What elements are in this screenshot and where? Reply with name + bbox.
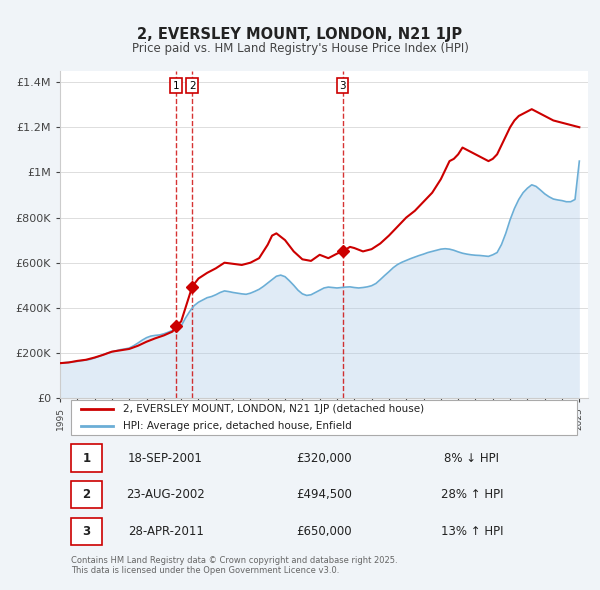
Text: 3: 3 bbox=[82, 525, 91, 538]
Text: 2, EVERSLEY MOUNT, LONDON, N21 1JP: 2, EVERSLEY MOUNT, LONDON, N21 1JP bbox=[137, 27, 463, 41]
Text: 3: 3 bbox=[339, 81, 346, 91]
Text: 23-AUG-2002: 23-AUG-2002 bbox=[126, 488, 205, 501]
Text: 2, EVERSLEY MOUNT, LONDON, N21 1JP (detached house): 2, EVERSLEY MOUNT, LONDON, N21 1JP (deta… bbox=[124, 404, 424, 414]
FancyBboxPatch shape bbox=[71, 444, 102, 472]
Text: £320,000: £320,000 bbox=[296, 451, 352, 464]
Text: 1: 1 bbox=[82, 451, 91, 464]
Text: 28-APR-2011: 28-APR-2011 bbox=[128, 525, 203, 538]
Text: 1: 1 bbox=[173, 81, 179, 91]
Text: HPI: Average price, detached house, Enfield: HPI: Average price, detached house, Enfi… bbox=[124, 421, 352, 431]
Text: 28% ↑ HPI: 28% ↑ HPI bbox=[440, 488, 503, 501]
Text: 2: 2 bbox=[189, 81, 196, 91]
FancyBboxPatch shape bbox=[71, 517, 102, 545]
Text: Contains HM Land Registry data © Crown copyright and database right 2025.
This d: Contains HM Land Registry data © Crown c… bbox=[71, 556, 397, 575]
FancyBboxPatch shape bbox=[71, 400, 577, 435]
Text: £650,000: £650,000 bbox=[296, 525, 352, 538]
Text: 2: 2 bbox=[82, 488, 91, 501]
Text: 8% ↓ HPI: 8% ↓ HPI bbox=[445, 451, 499, 464]
FancyBboxPatch shape bbox=[71, 481, 102, 509]
Text: £494,500: £494,500 bbox=[296, 488, 352, 501]
Text: Price paid vs. HM Land Registry's House Price Index (HPI): Price paid vs. HM Land Registry's House … bbox=[131, 42, 469, 55]
Text: 13% ↑ HPI: 13% ↑ HPI bbox=[440, 525, 503, 538]
Text: 18-SEP-2001: 18-SEP-2001 bbox=[128, 451, 203, 464]
